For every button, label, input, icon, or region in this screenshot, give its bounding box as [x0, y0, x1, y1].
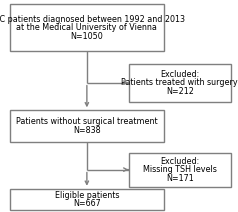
- Text: N=667: N=667: [73, 199, 101, 208]
- Text: Excluded:: Excluded:: [160, 70, 199, 79]
- Bar: [10, 4, 164, 51]
- Text: N=171: N=171: [166, 174, 193, 183]
- Text: Eligible patients: Eligible patients: [55, 191, 119, 199]
- Text: N=1050: N=1050: [70, 32, 103, 40]
- Text: HCC patients diagnosed between 1992 and 2013: HCC patients diagnosed between 1992 and …: [0, 15, 185, 24]
- Text: Patients without surgical treatment: Patients without surgical treatment: [16, 117, 158, 126]
- Text: N=838: N=838: [73, 126, 101, 135]
- Text: Excluded:: Excluded:: [160, 157, 199, 166]
- Text: at the Medical University of Vienna: at the Medical University of Vienna: [16, 23, 157, 32]
- Text: N=212: N=212: [166, 87, 194, 96]
- Bar: [10, 189, 164, 210]
- Text: Missing TSH levels: Missing TSH levels: [143, 165, 217, 174]
- Bar: [129, 153, 231, 187]
- Bar: [10, 110, 164, 142]
- Bar: [129, 64, 231, 102]
- Text: Patients treated with surgery: Patients treated with surgery: [121, 78, 238, 87]
